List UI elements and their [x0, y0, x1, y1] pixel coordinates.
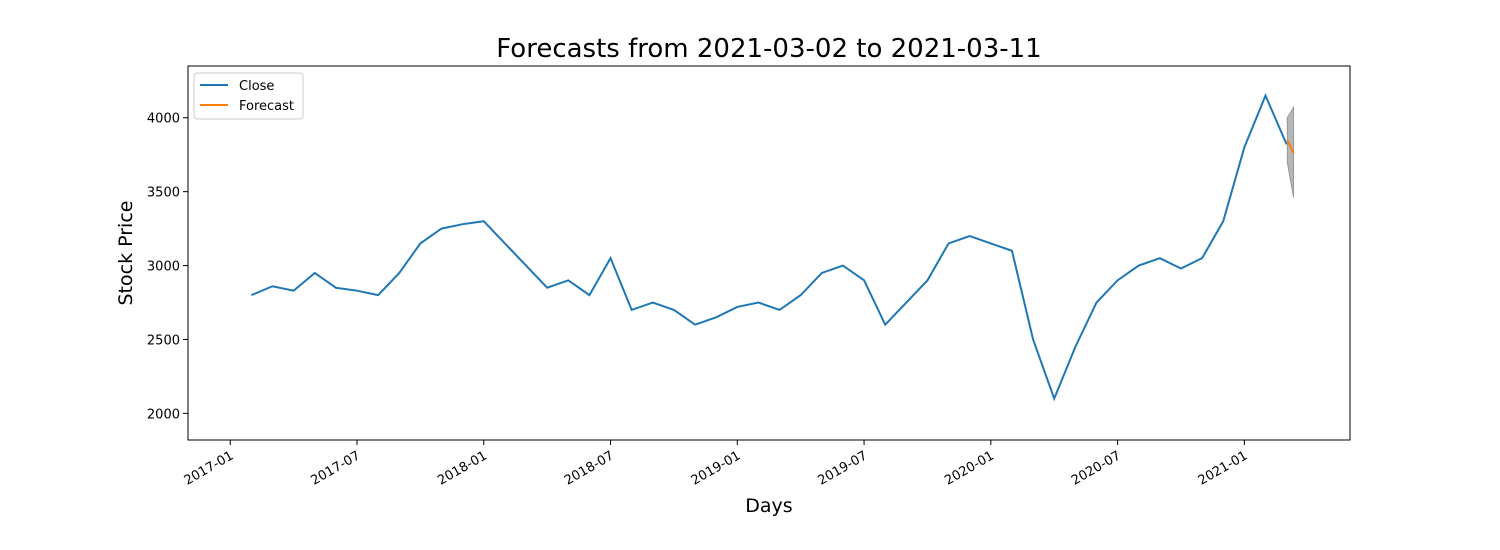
series-line: [1286, 139, 1295, 154]
chart-title: Forecasts from 2021-03-02 to 2021-03-11: [496, 34, 1041, 64]
plot-frame: [187, 65, 1351, 441]
x-tick-label: 2020-07: [1069, 448, 1124, 488]
legend-label: Close: [239, 79, 274, 94]
x-tick-label: 2021-01: [1196, 448, 1251, 488]
y-axis-label: Stock Price: [115, 201, 137, 306]
y-tick-label: 4000: [147, 112, 180, 127]
y-tick-label: 2500: [147, 333, 180, 348]
x-tick-label: 2018-01: [435, 448, 490, 488]
y-tick-label: 3500: [147, 186, 180, 201]
x-tick-label: 2019-07: [816, 448, 871, 488]
x-tick-label: 2017-07: [308, 448, 363, 488]
series-line: [250, 92, 1288, 402]
x-tick-label: 2019-01: [689, 448, 744, 488]
x-axis-label: Days: [745, 495, 792, 517]
y-tick-label: 2000: [147, 407, 180, 422]
x-tick-label: 2020-01: [942, 448, 997, 488]
y-tick-label: 3000: [147, 260, 180, 275]
x-tick-label: 2017-01: [182, 448, 237, 488]
forecast-band: [1286, 105, 1295, 198]
x-tick-label: 2018-07: [562, 448, 617, 488]
legend-label: Forecast: [239, 99, 294, 114]
